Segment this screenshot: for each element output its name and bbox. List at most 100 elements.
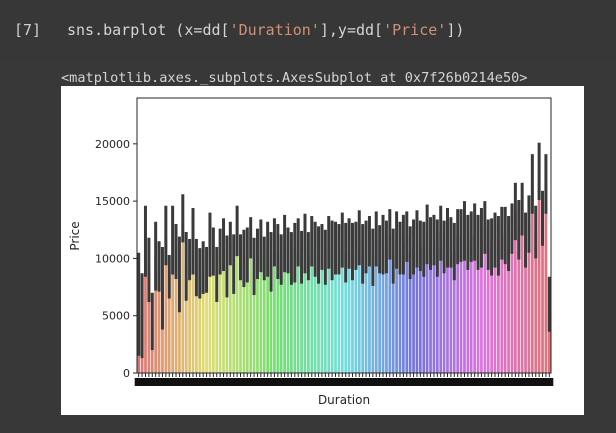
bar [144, 241, 147, 373]
bar [480, 237, 483, 373]
bar [256, 253, 259, 373]
bar [347, 243, 351, 373]
code-cell-input[interactable]: [7] sns.barplot (x=dd['Duration'],y=dd['… [0, 0, 616, 60]
bar [514, 211, 517, 373]
bar [503, 235, 507, 373]
bar [235, 230, 239, 373]
y-tick-label: 15000 [95, 195, 130, 208]
bar [544, 183, 548, 373]
bar [212, 251, 215, 373]
bar [368, 241, 371, 373]
bar [283, 243, 286, 373]
bar [218, 251, 222, 373]
bar [228, 243, 232, 373]
bar [520, 209, 524, 373]
bar [242, 258, 246, 373]
bar [486, 244, 490, 373]
bar [408, 252, 412, 373]
bar [337, 249, 341, 373]
y-tick-label: 10000 [95, 252, 130, 265]
y-tick-label: 0 [123, 367, 130, 380]
bar [364, 246, 368, 373]
bar [534, 232, 538, 373]
bar [293, 252, 297, 373]
bar [466, 242, 470, 374]
bar [507, 243, 510, 373]
bar [510, 228, 514, 374]
bar [385, 246, 388, 373]
bar [147, 269, 151, 374]
bar [415, 238, 419, 373]
bar [313, 249, 317, 373]
bar [357, 237, 361, 373]
bar [164, 235, 168, 373]
bar [530, 183, 534, 373]
bar [371, 257, 375, 373]
bar [517, 229, 521, 373]
bar [195, 267, 198, 373]
bar [442, 246, 446, 373]
bar [188, 259, 191, 373]
bar [378, 249, 381, 373]
bar [391, 256, 395, 374]
bar-chart: 0 5000 10000 15000 20000 Price Duration [68, 97, 554, 407]
bar [276, 251, 280, 373]
bar [178, 274, 181, 373]
bar [296, 242, 300, 374]
bar [395, 240, 398, 373]
bar [429, 243, 432, 373]
bar [184, 266, 188, 373]
bar [422, 249, 426, 373]
y-axis-label: Price [68, 221, 82, 250]
bar [388, 234, 392, 373]
code-token: ],y=dd[ [319, 21, 384, 39]
code-token: ]) [446, 21, 465, 39]
bar [239, 257, 242, 373]
axes-frame [136, 97, 552, 374]
bar [181, 218, 185, 373]
bar [171, 240, 174, 373]
bar [476, 242, 480, 374]
bar [439, 233, 443, 373]
bar [201, 267, 205, 373]
bar [547, 304, 551, 373]
bar [490, 246, 493, 373]
plot-figure: 0 5000 10000 15000 20000 Price Duration [61, 86, 584, 415]
bar [446, 237, 449, 373]
bar [449, 242, 453, 374]
bar [266, 249, 269, 373]
bar [232, 264, 236, 373]
cell-output-repr: <matplotlib.axes._subplots.AxesSubplot a… [61, 70, 528, 86]
bar [269, 261, 273, 373]
bar [402, 244, 405, 373]
bar [154, 256, 158, 374]
code-string-literal: 'Duration' [229, 21, 320, 39]
bar [279, 259, 283, 373]
bar [262, 258, 266, 373]
bar [425, 234, 429, 373]
bar [290, 258, 293, 373]
bar [405, 236, 409, 373]
bar [215, 274, 219, 373]
bar [249, 237, 253, 373]
code-editor-line[interactable]: sns.barplot (x=dd['Duration'],y=dd['Pric… [67, 21, 464, 39]
bar [225, 266, 229, 373]
execution-count-prompt: [7] [14, 21, 42, 39]
bar [412, 246, 415, 373]
bar [317, 254, 320, 373]
bar [459, 235, 463, 373]
bar [191, 241, 195, 373]
bar [259, 245, 263, 373]
x-axis-label: Duration [318, 393, 370, 407]
y-tick-label: 5000 [102, 310, 130, 323]
bar [340, 240, 344, 373]
bar [469, 236, 473, 373]
bar [354, 245, 358, 373]
code-string-literal: 'Price' [383, 21, 447, 39]
bar [245, 254, 249, 373]
bar [327, 242, 331, 374]
bar [157, 266, 161, 373]
bar [330, 250, 334, 373]
bar [334, 248, 337, 373]
bar [320, 246, 324, 373]
